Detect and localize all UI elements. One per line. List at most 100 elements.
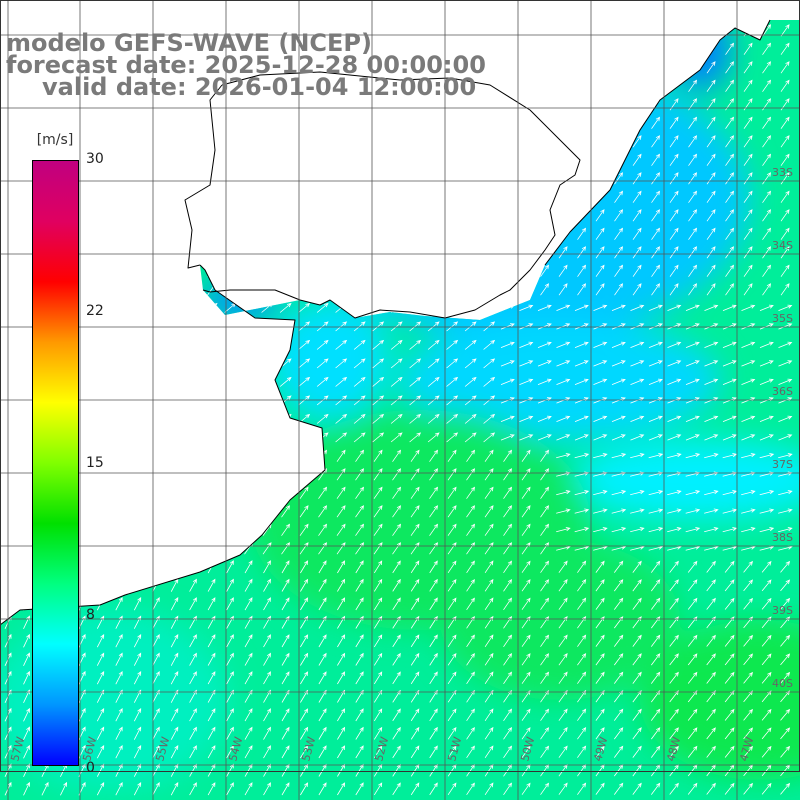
- wind-arrow: [593, 527, 608, 533]
- wind-arrow: [335, 413, 348, 424]
- wind-arrow: [632, 264, 642, 277]
- wind-arrow: [188, 135, 198, 148]
- wind-arrow: [611, 490, 627, 496]
- wind-arrow: [299, 172, 309, 185]
- wind-arrow: [761, 727, 772, 740]
- wind-arrow: [300, 708, 309, 722]
- wind-arrow: [133, 652, 142, 666]
- wind-arrow: [778, 434, 793, 441]
- wind-arrow: [669, 172, 679, 185]
- wind-arrow: [244, 190, 254, 203]
- wind-arrow: [632, 209, 642, 222]
- wind-arrow: [281, 505, 291, 518]
- wind-arrow: [262, 172, 272, 185]
- wind-arrow: [113, 358, 126, 369]
- wind-arrow: [464, 376, 477, 387]
- wind-arrow: [22, 79, 32, 92]
- wind-arrow: [761, 634, 772, 647]
- wind-arrow: [207, 190, 217, 203]
- wind-arrow: [540, 24, 550, 37]
- wind-arrow: [392, 449, 402, 462]
- wind-arrow: [336, 116, 346, 129]
- wind-arrow: [427, 302, 440, 313]
- wind-arrow: [225, 523, 235, 536]
- wind-arrow: [318, 542, 328, 555]
- wind-arrow: [503, 597, 513, 611]
- wind-arrow: [410, 578, 420, 592]
- wind-arrow: [392, 468, 402, 481]
- wind-arrow: [630, 490, 645, 496]
- wind-arrow: [651, 246, 661, 259]
- wind-arrow: [648, 360, 663, 367]
- wind-arrow: [741, 490, 756, 496]
- wind-arrow: [577, 190, 587, 203]
- wind-arrow: [94, 413, 107, 424]
- wind-arrow: [318, 283, 328, 296]
- wind-arrow: [743, 190, 753, 203]
- forecast-date: forecast date: 2025-12-28 00:00:00: [6, 51, 486, 79]
- wind-arrow: [262, 449, 272, 462]
- wind-arrow: [373, 449, 383, 462]
- wind-arrow: [131, 339, 144, 350]
- wind-arrow: [614, 209, 624, 222]
- wind-arrow: [20, 395, 33, 406]
- wind-arrow: [336, 449, 346, 462]
- wind-arrow: [373, 708, 383, 722]
- wind-arrow: [242, 339, 255, 350]
- wind-arrow: [77, 246, 87, 259]
- wind-arrow: [540, 579, 550, 592]
- wind-arrow: [500, 323, 515, 330]
- wind-arrow: [207, 227, 217, 240]
- wind-arrow: [373, 652, 383, 666]
- wind-arrow: [574, 527, 590, 533]
- wind-arrow: [724, 745, 735, 758]
- wind-arrow: [189, 578, 197, 592]
- wind-arrow: [41, 6, 49, 17]
- colorbar-unit: [m/s]: [36, 132, 74, 148]
- wind-arrow: [281, 209, 291, 222]
- wind-arrow: [244, 763, 253, 777]
- wind-arrow: [373, 24, 383, 37]
- wind-arrow: [632, 283, 642, 296]
- wind-arrow: [226, 745, 234, 759]
- wind-arrow: [466, 116, 476, 129]
- wind-arrow: [521, 61, 531, 74]
- wind-arrow: [263, 708, 271, 722]
- wind-arrow: [96, 578, 105, 592]
- wind-arrow: [226, 726, 234, 740]
- wind-arrow: [540, 560, 550, 573]
- wind-arrow: [484, 523, 494, 536]
- wind-arrow: [355, 560, 364, 574]
- lat-label-39S: 39S: [772, 604, 793, 617]
- wind-arrow: [687, 708, 698, 721]
- wind-arrow: [447, 172, 457, 185]
- wind-arrow: [650, 653, 661, 666]
- wind-arrow: [632, 782, 642, 795]
- wind-arrow: [20, 413, 33, 424]
- coastline-path: [202, 71, 581, 319]
- wind-arrow: [390, 432, 403, 443]
- wind-arrow: [685, 453, 701, 459]
- wind-arrow: [743, 209, 753, 222]
- wind-arrow: [226, 597, 234, 611]
- wind-arrow: [281, 468, 291, 481]
- wind-arrow: [337, 726, 346, 740]
- wind-arrow: [574, 490, 590, 496]
- wind-arrow: [778, 378, 793, 385]
- wind-arrow: [373, 283, 383, 296]
- wind-arrow: [392, 505, 402, 518]
- wind-arrow: [540, 42, 550, 55]
- wind-arrow: [115, 707, 123, 722]
- wind-arrow: [484, 209, 494, 222]
- wind-arrow: [97, 6, 105, 17]
- wind-arrow: [704, 527, 719, 533]
- wind-arrow: [207, 486, 217, 499]
- wind-arrow: [429, 745, 438, 759]
- wind-arrow: [741, 360, 756, 367]
- wind-arrow: [613, 579, 624, 592]
- wind-arrow: [188, 468, 198, 481]
- wind-arrow: [318, 264, 328, 277]
- wind-arrow: [319, 6, 327, 17]
- wind-arrow: [263, 634, 271, 648]
- wind-arrow: [669, 653, 679, 666]
